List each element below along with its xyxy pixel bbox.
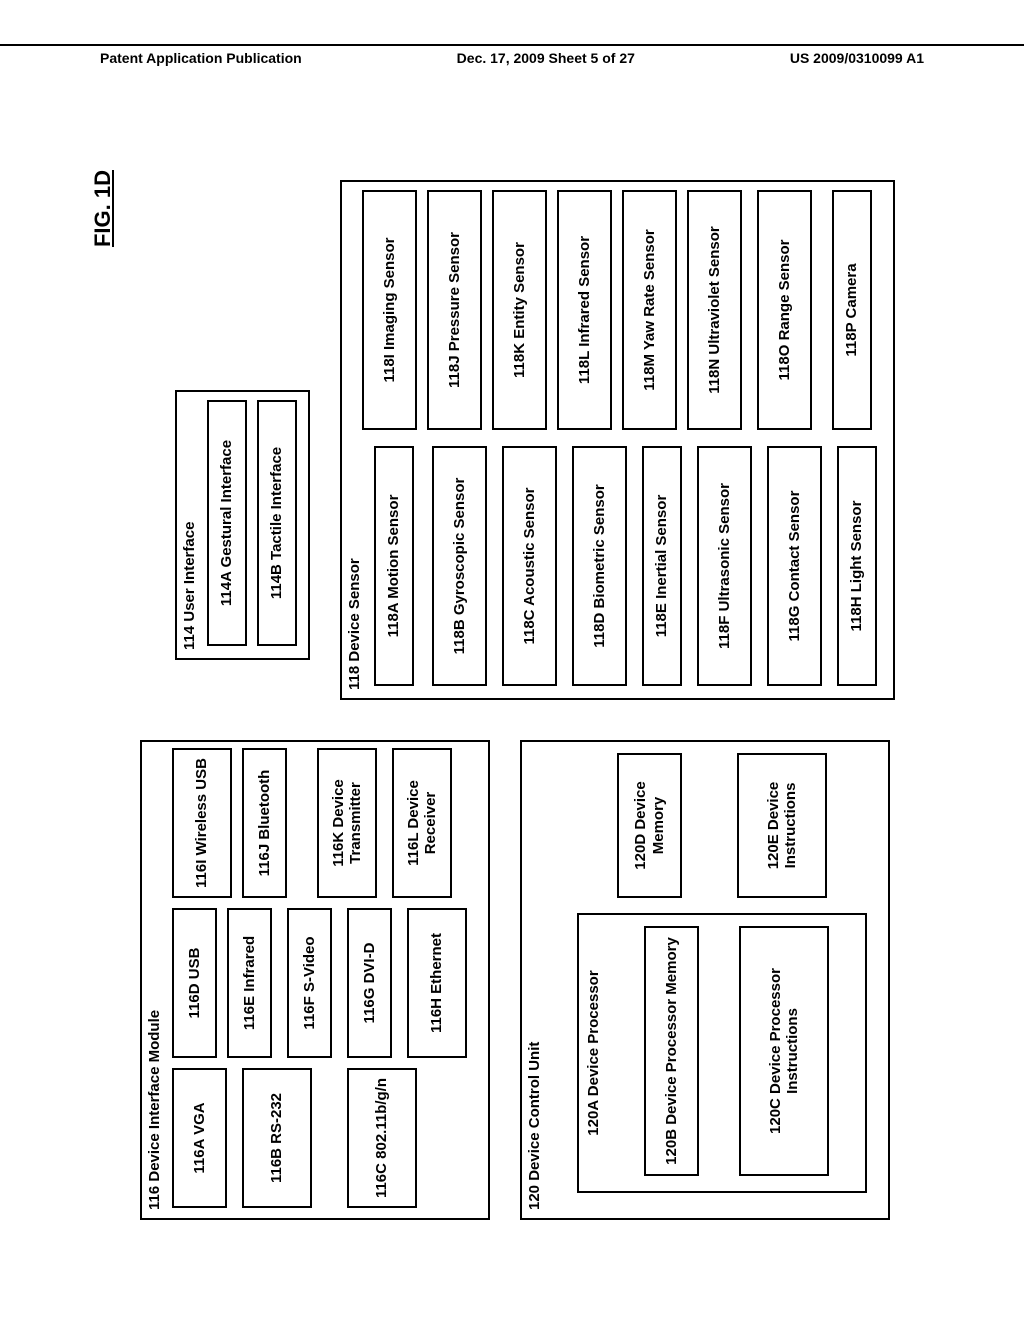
sensor-118d: 118D Biometric Sensor xyxy=(572,446,627,686)
dcu-120e: 120E Device Instructions xyxy=(737,753,827,898)
dim-116i: 116I Wireless USB xyxy=(172,748,232,898)
sensor-118j: 118J Pressure Sensor xyxy=(427,190,482,430)
sensor-118n: 118N Ultraviolet Sensor xyxy=(687,190,742,430)
sensor-118i: 118I Imaging Sensor xyxy=(362,190,417,430)
dim-116l: 116L Device Receiver xyxy=(392,748,452,898)
dim-116j: 116J Bluetooth xyxy=(242,748,287,898)
ui-114b: 114B Tactile Interface xyxy=(257,400,297,646)
figure-label: FIG. 1D xyxy=(90,170,116,247)
page-header: Patent Application Publication Dec. 17, … xyxy=(0,44,1024,74)
dcu-title: 120 Device Control Unit xyxy=(526,1042,543,1210)
user-interface-group: 114 User Interface 114A Gestural Interfa… xyxy=(175,390,310,660)
ui-title: 114 User Interface xyxy=(181,522,198,650)
sensor-118e: 118E Inertial Sensor xyxy=(642,446,682,686)
dim-116b: 116B RS-232 xyxy=(242,1068,312,1208)
dim-116k: 116K Device Transmitter xyxy=(317,748,377,898)
dim-title: 116 Device Interface Module xyxy=(146,1010,163,1210)
sensor-118c: 118C Acoustic Sensor xyxy=(502,446,557,686)
dcu-120a: 120A Device Processor 120B Device Proces… xyxy=(577,913,867,1193)
header-right: US 2009/0310099 A1 xyxy=(790,50,924,66)
device-control-unit: 120 Device Control Unit 120A Device Proc… xyxy=(520,740,890,1220)
dcu-120b: 120B Device Processor Memory xyxy=(644,926,699,1176)
sensor-118b: 118B Gyroscopic Sensor xyxy=(432,446,487,686)
ui-114a: 114A Gestural Interface xyxy=(207,400,247,646)
dim-116a: 116A VGA xyxy=(172,1068,227,1208)
sensor-118o: 118O Range Sensor xyxy=(757,190,812,430)
sensor-118l: 118L Infrared Sensor xyxy=(557,190,612,430)
sensor-118m: 118M Yaw Rate Sensor xyxy=(622,190,677,430)
device-interface-module: 116 Device Interface Module 116A VGA 116… xyxy=(140,740,490,1220)
sensor-118a: 118A Motion Sensor xyxy=(374,446,414,686)
dim-116d: 116D USB xyxy=(172,908,217,1058)
sensor-118g: 118G Contact Sensor xyxy=(767,446,822,686)
dim-116f: 116F S-Video xyxy=(287,908,332,1058)
dcu-120d: 120D Device Memory xyxy=(617,753,682,898)
sensor-title: 118 Device Sensor xyxy=(346,558,363,690)
dim-116g: 116G DVI-D xyxy=(347,908,392,1058)
dim-116e: 116E Infrared xyxy=(227,908,272,1058)
device-sensor-group: 118 Device Sensor 118A Motion Sensor 118… xyxy=(340,180,895,700)
dim-116c: 116C 802.11b/g/n xyxy=(347,1068,417,1208)
header-center: Dec. 17, 2009 Sheet 5 of 27 xyxy=(457,50,635,66)
dcu-120a-title: 120A Device Processor xyxy=(585,915,602,1191)
sensor-118k: 118K Entity Sensor xyxy=(492,190,547,430)
dcu-120c: 120C Device Processor Instructions xyxy=(739,926,829,1176)
figure-canvas: FIG. 1D 116 Device Interface Module 116A… xyxy=(100,130,920,1230)
sensor-118h: 118H Light Sensor xyxy=(837,446,877,686)
sensor-118f: 118F Ultrasonic Sensor xyxy=(697,446,752,686)
sensor-118p: 118P Camera xyxy=(832,190,872,430)
dim-116h: 116H Ethernet xyxy=(407,908,467,1058)
header-left: Patent Application Publication xyxy=(100,50,302,66)
